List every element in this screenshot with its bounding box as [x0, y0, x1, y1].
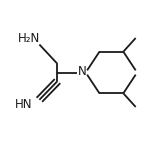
Text: HN: HN: [15, 98, 32, 111]
Text: H₂N: H₂N: [18, 32, 40, 45]
Text: N: N: [78, 65, 86, 78]
